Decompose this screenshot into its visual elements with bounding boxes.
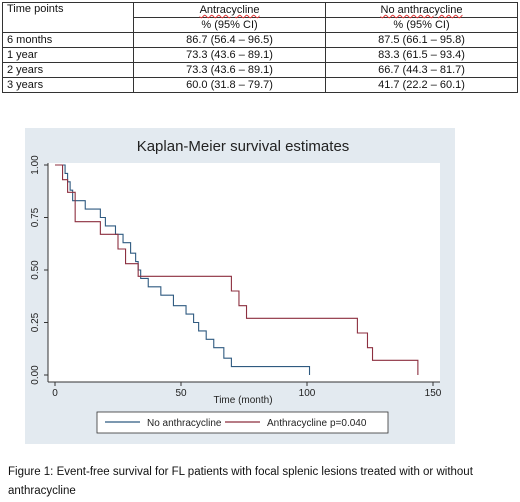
table-cell: 73.3 (43.6 – 89.1) [133, 62, 327, 78]
table-cell: 3 years [1, 77, 135, 93]
x-tick-label: 100 [299, 388, 316, 399]
y-tick-label: 0.75 [30, 207, 41, 227]
chart-title: Kaplan-Meier survival estimates [137, 138, 350, 155]
results-table: Time points Antracycline No anthracyclin… [1, 2, 518, 93]
table-cell: 87.5 (66.1 – 95.8) [325, 32, 518, 48]
legend-label: No anthracycline [147, 418, 222, 429]
column-header: Time points [1, 2, 135, 33]
table-cell: 2 years [1, 62, 135, 78]
column-header-text: Antracycline [199, 4, 260, 16]
column-header: Antracycline [133, 2, 327, 18]
table-cell: 41.7 (22.2 – 60.1) [325, 77, 518, 93]
column-header-text: No anthracycline [380, 4, 463, 16]
y-tick-label: 0.50 [30, 260, 41, 280]
table-cell: 83.3 (61.5 – 93.4) [325, 47, 518, 63]
table-cell: 6 months [1, 32, 135, 48]
table-cell: 60.0 (31.8 – 79.7) [133, 77, 327, 93]
survival-curve [55, 164, 419, 375]
annotation: p=0.040 [330, 418, 367, 429]
table-row: 6 months 86.7 (56.4 – 96.5) 87.5 (66.1 – 9… [1, 32, 518, 48]
table-cell: 73.3 (43.6 – 89.1) [133, 47, 327, 63]
column-header: No anthracycline [325, 2, 518, 18]
table-row: 2 years 73.3 (43.6 – 89.1) 66.7 (44.3 – 81… [1, 62, 518, 78]
subheader: % (95% CI) [133, 17, 327, 33]
y-tick-label: 0.00 [30, 365, 41, 385]
legend-label: Anthracycline [267, 418, 327, 429]
table-cell: 66.7 (44.3 – 81.7) [325, 62, 518, 78]
x-tick-label: 150 [425, 388, 442, 399]
x-tick-label: 0 [52, 388, 58, 399]
table-cell: 1 year [1, 47, 135, 63]
caption: Figure 1: Event-free survival for FL pat… [8, 466, 473, 497]
table-cell: 86.7 (56.4 – 96.5) [133, 32, 327, 48]
x-axis-label: Time (month) [213, 395, 272, 406]
y-tick-label: 0.25 [30, 312, 41, 332]
plot-area [48, 163, 440, 382]
table-row: 3 years 60.0 (31.8 – 79.7) 41.7 (22.2 – 60… [1, 77, 518, 93]
y-tick-label: 1.00 [30, 155, 41, 175]
x-tick-label: 50 [175, 388, 187, 399]
table-row: 1 year 73.3 (43.6 – 89.1) 83.3 (61.5 – 93.… [1, 47, 518, 63]
subheader: % (95% CI) [325, 17, 518, 33]
